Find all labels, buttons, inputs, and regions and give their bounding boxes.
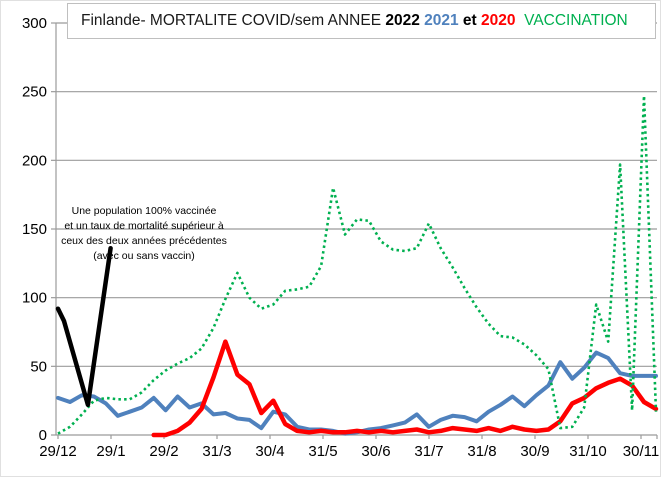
y-axis-label: 250 (22, 84, 47, 101)
series-2021-line (56, 350, 658, 436)
x-axis-label: 31/8 (467, 443, 496, 460)
series-vaccination-line (57, 94, 658, 435)
y-axis-label: 300 (22, 15, 47, 32)
x-axis-label: 30/4 (255, 443, 284, 460)
annotation-text: Une population 100% vaccinée et un taux … (43, 204, 245, 264)
x-axis-label: 29/2 (149, 443, 178, 460)
x-axis-label: 31/7 (414, 443, 443, 460)
annotation-line: et un taux de mortalité supérieur à (64, 220, 224, 232)
x-axis-label: 31/5 (308, 443, 337, 460)
x-axis-label: 31/3 (202, 443, 231, 460)
series-2022-line (55, 245, 113, 408)
x-axis-label: 30/9 (520, 443, 549, 460)
y-axis-label: 200 (22, 152, 47, 169)
chart-title: Finlande- MORTALITE COVID/sem ANNEE 2022… (67, 3, 656, 39)
annotation-line: Une population 100% vaccinée (71, 205, 217, 217)
series-2020-line (151, 339, 659, 438)
title-segment: 2021 (424, 12, 459, 29)
title-segment: 2020 (481, 12, 516, 29)
y-axis-label: 100 (22, 290, 47, 307)
x-axis-label: 30/6 (361, 443, 390, 460)
x-axis-label: 31/10 (569, 443, 607, 460)
title-segment: et (458, 12, 482, 29)
x-axis-label: 29/12 (39, 443, 77, 460)
y-axis-label: 150 (22, 221, 47, 238)
annotation-line: (avec ou sans vaccin) (93, 250, 195, 262)
title-segment: VACCINATION (515, 12, 628, 29)
y-axis-label: 0 (39, 427, 47, 444)
x-axis-label: 30/11 (623, 443, 659, 460)
annotation-line: ceux des deux années précédentes (61, 235, 227, 247)
y-axis-label: 50 (30, 358, 47, 375)
title-segment: 2022 (385, 12, 420, 29)
title-segment: Finlande- MORTALITE COVID/sem ANNEE (81, 12, 386, 29)
x-axis-label: 29/1 (96, 443, 125, 460)
